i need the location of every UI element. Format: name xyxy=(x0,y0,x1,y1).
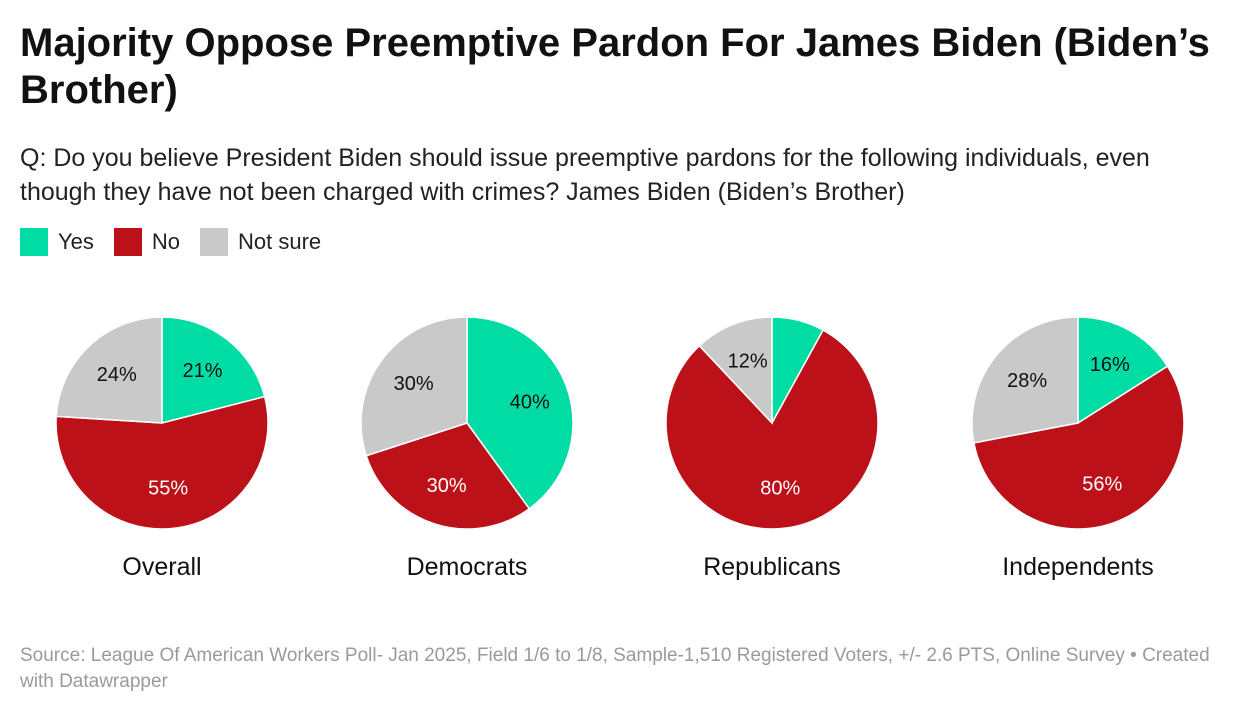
data-label-democrats-yes: 40% xyxy=(510,392,550,414)
legend-item-not-sure: Not sure xyxy=(200,228,321,256)
legend-item-no: No xyxy=(113,228,181,256)
slice-overall-yes xyxy=(161,316,266,424)
data-label-overall-yes: 21% xyxy=(182,360,222,382)
data-label-independents-yes: 16% xyxy=(1090,354,1130,376)
pie-label-democrats: Democrats xyxy=(407,553,528,581)
data-label-overall-not-sure: 24% xyxy=(97,364,137,386)
chart-title: Majority Oppose Preemptive Pardon For Ja… xyxy=(20,21,1210,112)
legend-label-no: No xyxy=(151,229,181,254)
chart-subtitle: Q: Do you believe President Biden should… xyxy=(20,144,1150,206)
slice-democrats-yes xyxy=(466,316,574,510)
data-label-republicans-not-sure: 12% xyxy=(728,351,768,373)
source-note: Source: League Of American Workers Poll-… xyxy=(20,645,1210,692)
legend-item-yes: Yes xyxy=(20,228,94,256)
legend: Yes No Not sure xyxy=(20,228,341,256)
data-label-independents-no: 56% xyxy=(1082,473,1122,495)
slice-independents-not-sure xyxy=(971,316,1079,444)
slice-democrats-not-sure xyxy=(360,316,468,457)
pie-label-overall: Overall xyxy=(122,553,201,581)
slice-republicans-no xyxy=(665,329,879,530)
pie-democrats: 40% 30% 30% xyxy=(360,316,574,530)
data-label-overall-no: 55% xyxy=(148,478,188,500)
slice-republicans-not-sure xyxy=(698,316,773,425)
slice-independents-no xyxy=(973,365,1185,530)
pie-label-republicans: Republicans xyxy=(703,553,841,581)
legend-swatch-yes xyxy=(20,228,48,256)
legend-swatch-not-sure xyxy=(200,228,229,256)
pie-overall: 21% 55% 24% xyxy=(55,316,269,530)
slice-independents-yes xyxy=(1077,316,1169,425)
slice-overall-not-sure xyxy=(55,316,163,424)
slice-democrats-no xyxy=(365,422,531,530)
legend-label-yes: Yes xyxy=(58,229,94,254)
data-label-democrats-not-sure: 30% xyxy=(394,373,434,395)
pie-label-independents: Independents xyxy=(1002,553,1154,581)
data-label-democrats-no: 30% xyxy=(427,475,467,497)
slice-overall-no xyxy=(55,395,269,530)
data-label-independents-not-sure: 28% xyxy=(1007,370,1047,392)
pie-independents: 16% 56% 28% xyxy=(971,316,1185,530)
data-label-republicans-no: 80% xyxy=(760,478,800,500)
pie-republicans: 80% 12% xyxy=(665,316,879,530)
legend-swatch-no xyxy=(113,228,142,256)
legend-label-not-sure: Not sure xyxy=(238,229,322,254)
